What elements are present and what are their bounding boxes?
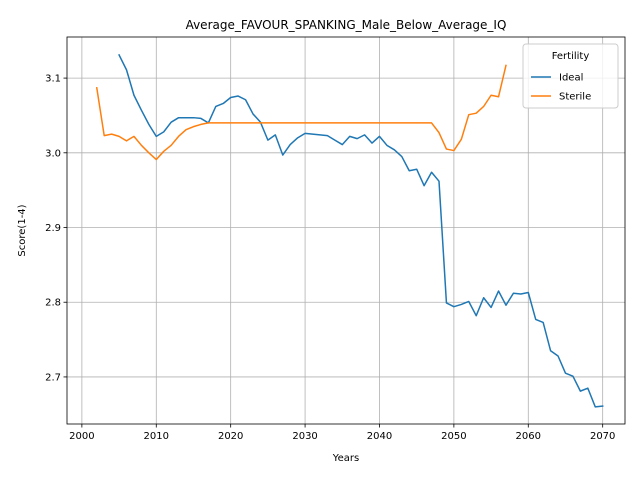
legend-box — [522, 43, 619, 109]
y-tick-label: 3.1 — [45, 74, 61, 85]
x-tick-label: 2070 — [590, 431, 615, 442]
y-tick-label: 3.0 — [45, 148, 61, 159]
x-tick-label: 2040 — [367, 431, 392, 442]
plot-area-frame — [66, 36, 626, 425]
legend-label-ideal: Ideal — [559, 73, 583, 84]
x-tick-label: 2020 — [218, 431, 243, 442]
y-tick-label: 2.8 — [45, 298, 61, 309]
legend-title: Fertility — [552, 51, 590, 62]
x-tick-label: 2010 — [144, 431, 169, 442]
series-line-sterile — [95, 64, 507, 161]
y-tick-label: 2.9 — [45, 223, 61, 234]
x-axis-label: Years — [332, 453, 359, 464]
series-line-ideal — [118, 53, 604, 408]
x-tick-label: 2050 — [441, 431, 466, 442]
y-tick-label: 2.7 — [45, 372, 61, 383]
y-axis-label: Score(1-4) — [17, 204, 28, 256]
x-tick-label: 2030 — [292, 431, 317, 442]
legend-entries: Ideal Sterile — [531, 73, 591, 103]
legend: Fertility Ideal Sterile — [522, 43, 619, 109]
axis-ticks: 2000 2010 2020 2030 2040 2050 2060 2070 2.7 2.8 2.… — [45, 74, 615, 442]
series-lines — [95, 53, 604, 408]
legend-label-sterile: Sterile — [559, 92, 591, 103]
chart-title: Average_FAVOUR_SPANKING_Male_Below_Avera… — [186, 18, 507, 32]
x-tick-label: 2060 — [516, 431, 541, 442]
x-tick-label: 2000 — [69, 431, 94, 442]
